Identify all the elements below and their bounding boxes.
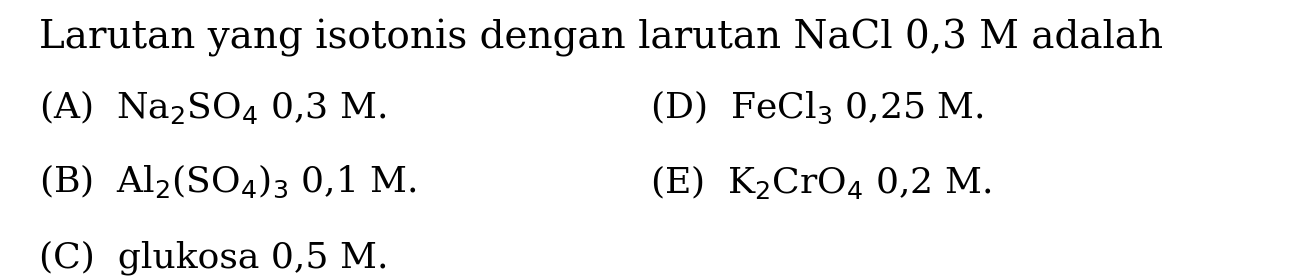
Text: (C)  glukosa 0,5 M.: (C) glukosa 0,5 M. [39,240,389,275]
Text: Larutan yang isotonis dengan larutan NaCl 0,3 M adalah: Larutan yang isotonis dengan larutan NaC… [39,19,1164,57]
Text: (E)  K$_2$CrO$_4$ 0,2 M.: (E) K$_2$CrO$_4$ 0,2 M. [650,163,992,201]
Text: (D)  FeCl$_3$ 0,25 M.: (D) FeCl$_3$ 0,25 M. [650,88,984,126]
Text: (B)  Al$_2$(SO$_4$)$_3$ 0,1 M.: (B) Al$_2$(SO$_4$)$_3$ 0,1 M. [39,163,417,200]
Text: (A)  Na$_2$SO$_4$ 0,3 M.: (A) Na$_2$SO$_4$ 0,3 M. [39,88,386,126]
